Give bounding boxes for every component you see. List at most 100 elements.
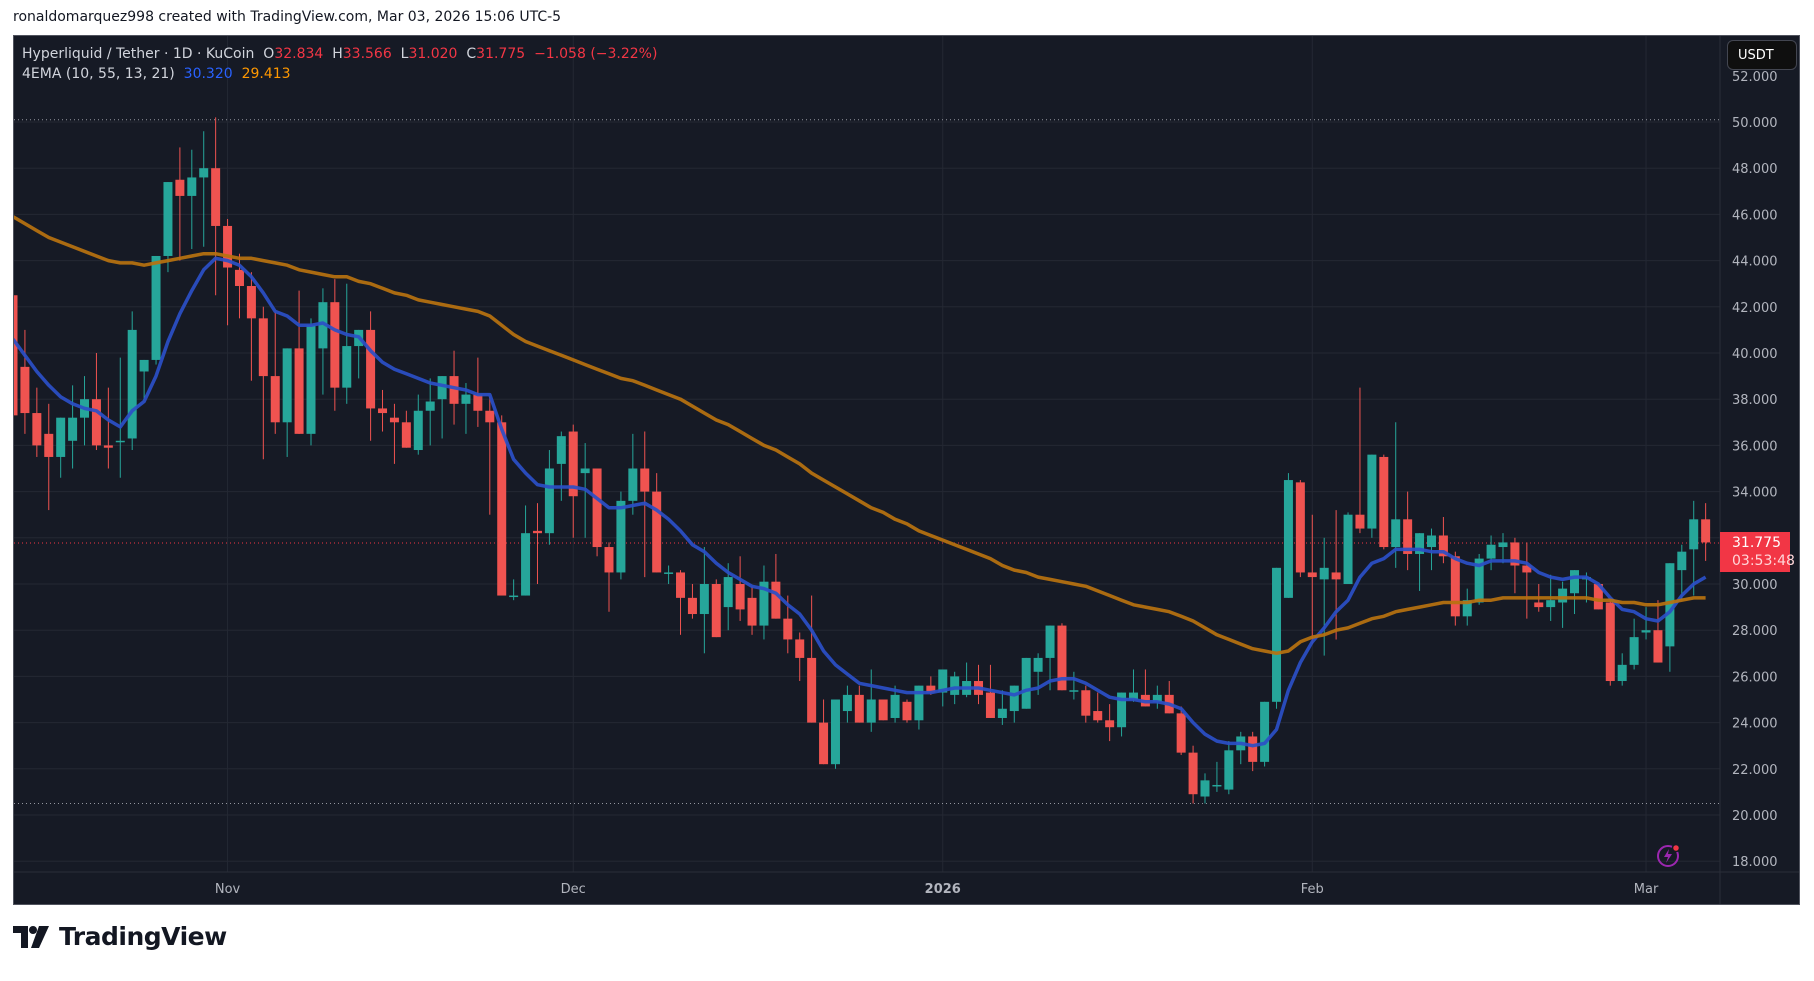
candle-up: [866, 699, 876, 723]
open-label: O: [263, 46, 275, 62]
y-axis-label: 22.000: [1732, 763, 1778, 778]
close-value: 31.775: [476, 46, 526, 62]
ema-slow-value: 29.413: [241, 66, 291, 82]
candle-up: [1498, 542, 1508, 548]
candle-up: [914, 685, 924, 721]
y-axis-label: 40.000: [1732, 347, 1778, 362]
candle-down: [819, 722, 829, 765]
candle-down: [1105, 720, 1115, 728]
candle-up: [318, 302, 328, 349]
candle-up: [699, 584, 709, 615]
candle-down: [711, 584, 721, 638]
candle-down: [604, 547, 614, 573]
candle-down: [1057, 625, 1067, 691]
y-axis-label: 34.000: [1732, 486, 1778, 501]
candle-up: [1045, 625, 1055, 658]
candle-down: [91, 399, 101, 446]
candle-up: [1200, 780, 1210, 797]
candle-down: [1450, 556, 1460, 617]
candle-down: [1355, 514, 1365, 529]
candle-up: [723, 577, 733, 608]
y-axis-label: 48.000: [1732, 162, 1778, 177]
change-value: −1.058 (−3.22%): [534, 46, 658, 62]
candle-up: [890, 694, 900, 718]
candle-down: [497, 422, 507, 596]
candle-up: [1677, 551, 1687, 571]
high-value: 33.566: [342, 46, 392, 62]
candle-up: [1558, 588, 1568, 603]
x-axis-label: Dec: [561, 882, 586, 897]
x-axis-label: 2026: [925, 882, 961, 897]
candle-down: [747, 597, 757, 626]
candle-down: [294, 348, 304, 434]
candle-up: [938, 669, 948, 693]
low-value: 31.020: [408, 46, 458, 62]
candle-down: [1605, 602, 1615, 682]
candle-down: [1331, 572, 1341, 580]
candle-up: [1617, 664, 1627, 682]
low-label: L: [400, 46, 409, 62]
tradingview-logo-icon: [13, 925, 49, 948]
candle-up: [842, 694, 852, 712]
candle-down: [473, 394, 483, 411]
candle-down: [1379, 456, 1389, 548]
candle-up: [139, 359, 149, 372]
candle-down: [223, 225, 233, 268]
lightning-alert-icon[interactable]: [1656, 841, 1684, 873]
candle-up: [1546, 600, 1556, 608]
candle-down: [1093, 711, 1103, 721]
candle-down: [20, 366, 30, 414]
candle-up: [187, 177, 197, 196]
high-label: H: [332, 46, 343, 62]
candle-down: [1522, 565, 1532, 573]
chart-frame: [13, 35, 1800, 905]
y-axis-label: 26.000: [1732, 670, 1778, 685]
candle-down: [640, 468, 650, 492]
candle-up: [1570, 570, 1580, 594]
y-axis-label: 38.000: [1732, 393, 1778, 408]
symbol-title[interactable]: Hyperliquid / Tether · 1D · KuCoin: [22, 46, 255, 62]
candle-down: [246, 286, 256, 319]
y-axis-label: 30.000: [1732, 578, 1778, 593]
x-axis-label: Nov: [215, 882, 241, 897]
candle-up: [1260, 701, 1270, 762]
candle-down: [902, 701, 912, 721]
candle-down: [258, 318, 268, 377]
candle-up: [1212, 784, 1222, 787]
indicator-title[interactable]: 4EMA (10, 55, 13, 21): [22, 66, 175, 82]
candle-up: [1629, 637, 1639, 665]
candle-up: [830, 699, 840, 765]
candle-down: [389, 417, 399, 423]
currency-button[interactable]: USDT: [1727, 40, 1797, 70]
bar-countdown: 03:53:48: [1732, 553, 1795, 569]
candle-down: [32, 413, 42, 446]
candle-down: [234, 269, 244, 287]
candle-down: [401, 422, 411, 448]
candle-down: [926, 685, 936, 693]
candle-up: [56, 417, 66, 457]
candle-down: [854, 694, 864, 723]
candle-up: [1033, 657, 1043, 672]
candle-up: [163, 182, 173, 256]
candle-down: [330, 302, 340, 388]
open-value: 32.834: [274, 46, 324, 62]
candle-down: [1307, 572, 1317, 578]
candle-down: [878, 699, 888, 721]
candle-up: [544, 468, 554, 534]
candle-down: [485, 410, 495, 423]
candle-down: [795, 639, 805, 658]
candle-up: [1283, 480, 1293, 598]
candle-up: [1152, 694, 1162, 702]
candle-down: [1188, 752, 1198, 795]
candle-up: [461, 394, 471, 404]
candle-up: [1069, 690, 1079, 692]
candle-up: [306, 325, 316, 434]
candle-up: [1128, 692, 1138, 700]
candle-up: [1117, 692, 1127, 728]
tradingview-logo[interactable]: TradingView: [13, 922, 227, 951]
chart-caption: ronaldomarquez998 created with TradingVi…: [13, 9, 562, 25]
candle-up: [1343, 514, 1353, 584]
candle-up: [521, 533, 531, 596]
candle-down: [568, 431, 578, 497]
